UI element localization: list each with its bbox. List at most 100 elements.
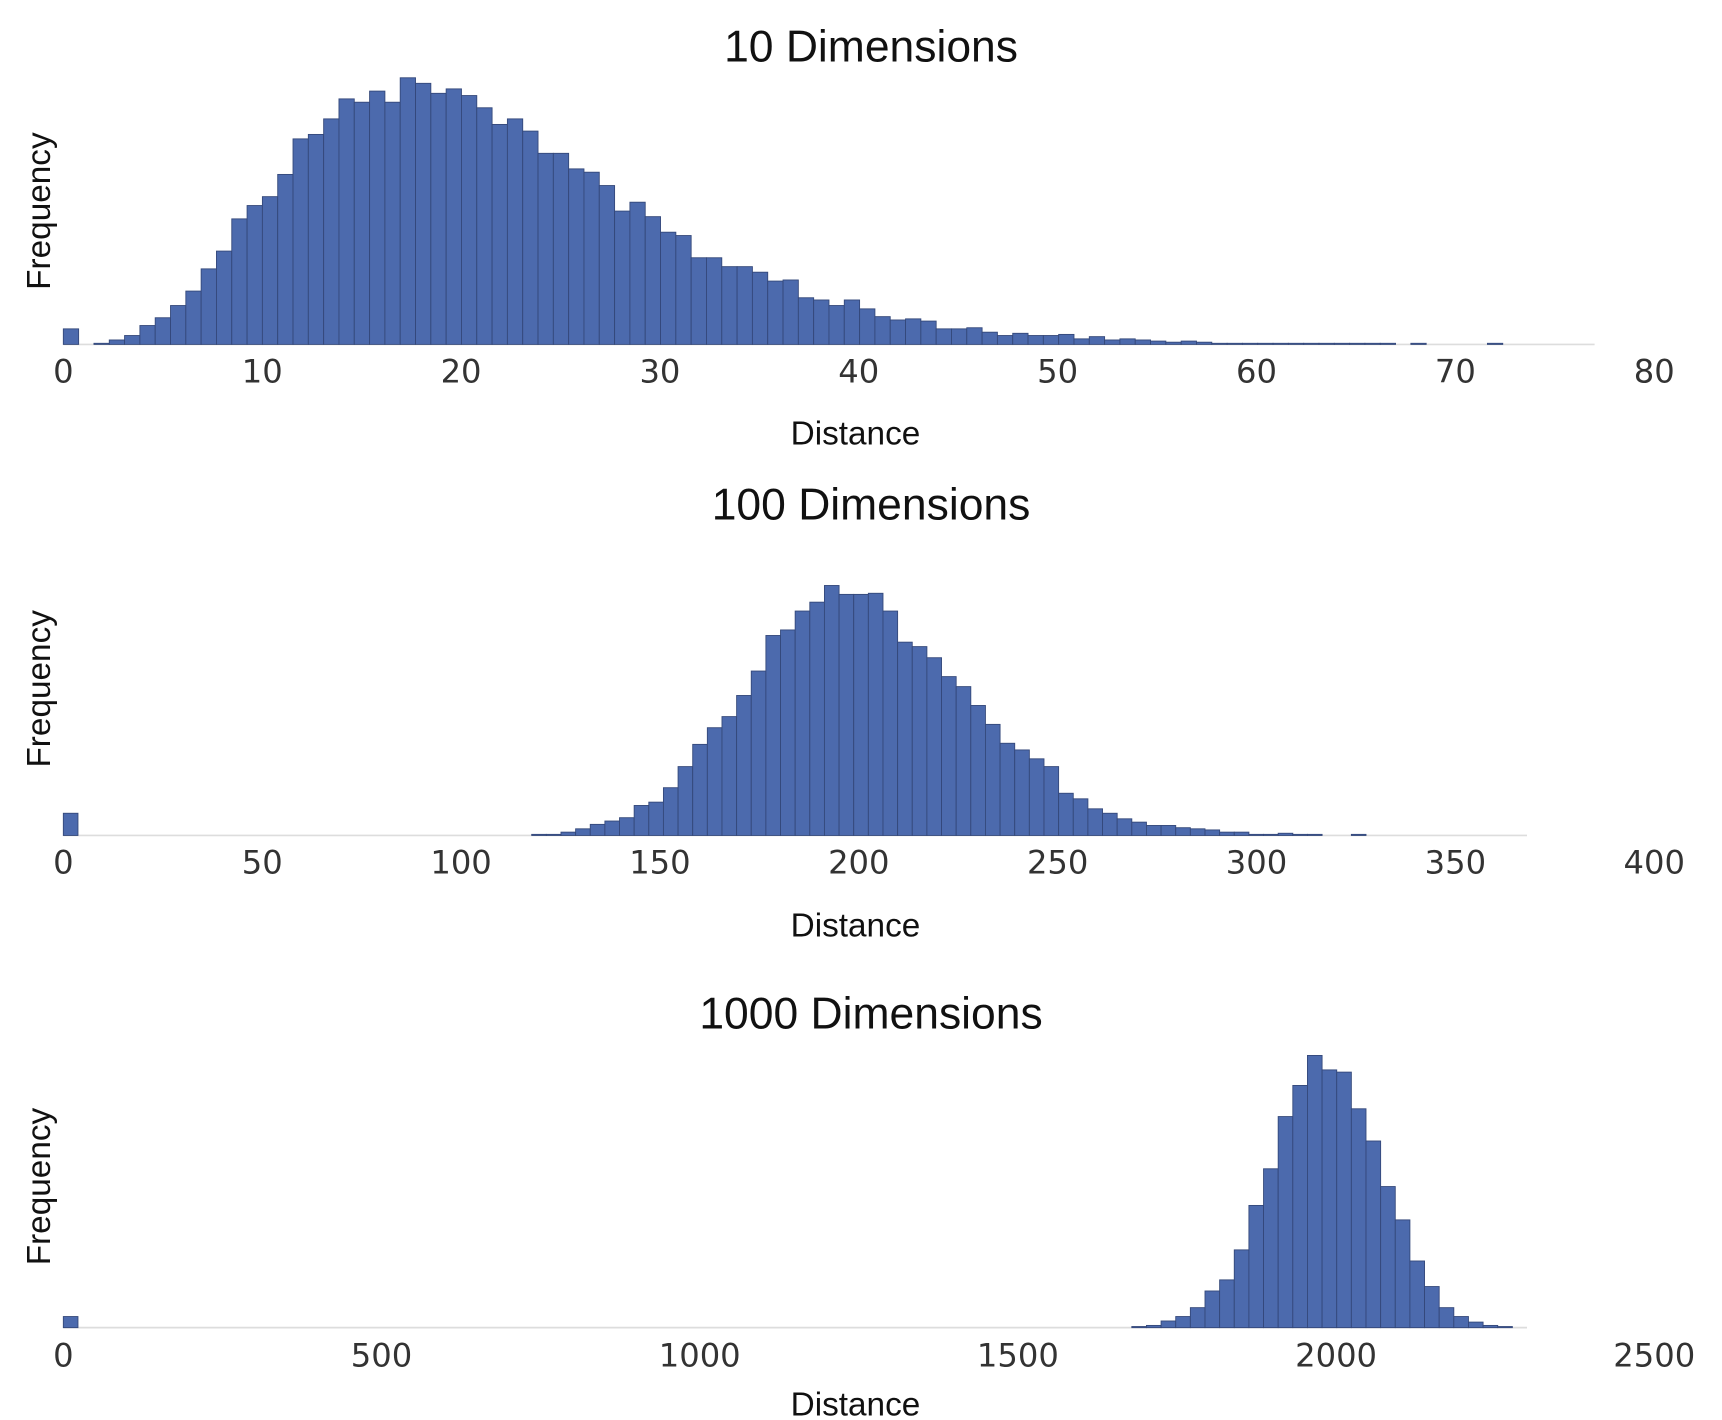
x-tick-label: 50 bbox=[242, 843, 283, 881]
histogram-bar bbox=[1410, 342, 1427, 345]
histogram-bar bbox=[1131, 821, 1147, 836]
histogram-bar bbox=[1102, 812, 1118, 836]
x-tick-label: 50 bbox=[1037, 352, 1078, 390]
histogram-bar bbox=[629, 201, 646, 345]
histogram-bar bbox=[1219, 831, 1235, 836]
histogram-bar bbox=[692, 743, 708, 836]
histogram-bar bbox=[552, 152, 570, 345]
histogram-bar bbox=[1277, 1116, 1294, 1329]
histogram-bar bbox=[323, 118, 340, 345]
x-tick-label: 70 bbox=[1435, 352, 1476, 390]
histogram-bar bbox=[926, 657, 942, 836]
histogram-bar bbox=[1453, 1316, 1469, 1329]
histogram-bar bbox=[277, 173, 294, 345]
histogram-bar bbox=[93, 342, 110, 345]
x-tick-label: 2500 bbox=[1613, 1337, 1695, 1375]
histogram-bar bbox=[1263, 833, 1279, 836]
histogram-bar bbox=[889, 319, 906, 345]
histogram-bar bbox=[1160, 825, 1177, 836]
histogram-bar bbox=[897, 641, 913, 836]
histogram-bar bbox=[648, 801, 664, 836]
x-tick-label: 60 bbox=[1236, 352, 1277, 390]
x-tick-label: 2000 bbox=[1295, 1337, 1377, 1375]
histogram-bar bbox=[941, 676, 957, 836]
histogram-bar bbox=[1233, 1249, 1250, 1329]
histogram-bar bbox=[1438, 1307, 1455, 1329]
histogram-bar bbox=[62, 812, 79, 836]
histogram-bar bbox=[675, 235, 692, 345]
histogram-bar bbox=[751, 271, 769, 345]
histogram-bar bbox=[461, 95, 478, 345]
histogram-bar bbox=[1175, 1316, 1191, 1329]
histogram-bar bbox=[476, 107, 493, 345]
histogram-bar bbox=[1248, 833, 1264, 836]
histogram-bar bbox=[660, 231, 677, 345]
x-axis-label: Distance bbox=[791, 907, 921, 944]
histogram-bar bbox=[124, 335, 141, 345]
histogram-bar bbox=[62, 1316, 79, 1329]
x-tick-label: 350 bbox=[1425, 843, 1486, 881]
histogram-bar bbox=[765, 635, 781, 836]
histogram-bar bbox=[1226, 342, 1243, 345]
histogram-bar bbox=[575, 828, 591, 836]
histogram-bar bbox=[1150, 340, 1167, 345]
histogram-bar bbox=[589, 823, 606, 836]
histogram-bar bbox=[139, 325, 156, 345]
histogram-bar bbox=[874, 316, 891, 345]
histogram-bar bbox=[1028, 758, 1045, 836]
histogram-bar bbox=[1233, 831, 1250, 836]
x-tick-label: 1000 bbox=[659, 1337, 741, 1375]
histogram-bar bbox=[1380, 1186, 1396, 1329]
histogram-bar bbox=[828, 305, 845, 345]
histogram-bar bbox=[1379, 342, 1396, 345]
chart-title: 100 Dimensions bbox=[712, 480, 1031, 529]
histogram-bar bbox=[216, 250, 233, 345]
chart-title: 10 Dimensions bbox=[724, 23, 1018, 72]
histogram-panel: 10 Dimensions Distance Frequency 0 10 20 30 40 5… bbox=[21, 23, 1675, 453]
histogram-bar bbox=[1321, 1069, 1338, 1329]
histogram-bar bbox=[1241, 342, 1259, 345]
x-tick-label: 400 bbox=[1624, 843, 1685, 881]
histogram-bar bbox=[185, 290, 202, 345]
histogram-bar bbox=[292, 138, 309, 345]
histogram-bar bbox=[506, 118, 524, 345]
x-tick-label: 0 bbox=[53, 843, 74, 881]
histogram-panel: 100 Dimensions Distance Frequency 0 50 100 150… bbox=[21, 480, 1685, 944]
histogram-bar bbox=[1482, 1324, 1499, 1329]
x-tick-label: 40 bbox=[838, 352, 879, 390]
histogram-bar bbox=[955, 686, 972, 836]
histogram-bar bbox=[1303, 342, 1320, 345]
histogram-bar bbox=[568, 168, 585, 345]
histogram-bar bbox=[1409, 1260, 1425, 1329]
histogram-bar bbox=[984, 723, 1001, 836]
histogram-bar bbox=[644, 216, 661, 345]
histogram-bar bbox=[1189, 828, 1206, 836]
y-axis-label: Frequency bbox=[21, 1107, 58, 1265]
histogram-bar bbox=[1277, 832, 1294, 836]
histogram-bar bbox=[1204, 829, 1221, 836]
histogram-bar bbox=[1160, 1320, 1177, 1329]
histogram-bar bbox=[736, 266, 753, 345]
histogram-bar bbox=[1204, 1290, 1221, 1329]
x-tick-label: 20 bbox=[441, 352, 482, 390]
histogram-bar bbox=[1292, 1085, 1308, 1329]
chart-title: 1000 Dimensions bbox=[699, 989, 1042, 1038]
histogram-bar bbox=[750, 670, 767, 836]
histogram-bar bbox=[583, 171, 600, 345]
histogram-bar bbox=[1196, 341, 1213, 345]
histogram-bar bbox=[823, 585, 840, 836]
histogram-bar bbox=[261, 196, 279, 345]
x-tick-label: 100 bbox=[430, 843, 491, 881]
histogram-bar bbox=[1424, 1286, 1440, 1329]
histogram-bar bbox=[1336, 1071, 1352, 1329]
histogram-bar bbox=[598, 185, 616, 345]
histogram-bar bbox=[353, 101, 371, 345]
histogram-bar bbox=[1175, 827, 1191, 836]
histogram-bar bbox=[1272, 342, 1289, 345]
histogram-bar bbox=[619, 817, 635, 836]
histogram-bar bbox=[1042, 335, 1060, 345]
histogram-bar bbox=[445, 88, 462, 345]
histogram-bar bbox=[797, 297, 815, 345]
histogram-bar bbox=[905, 318, 922, 345]
histogram-bar bbox=[545, 833, 562, 836]
